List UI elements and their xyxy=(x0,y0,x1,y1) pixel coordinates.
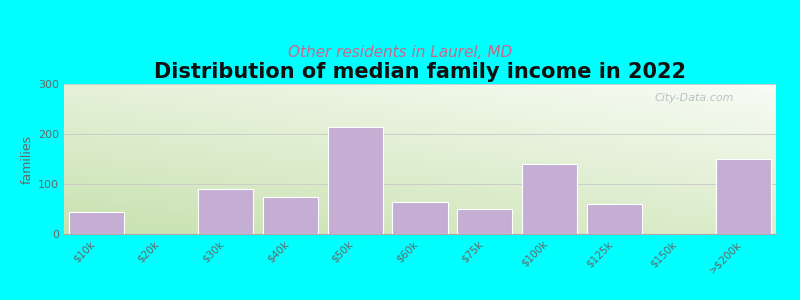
Text: Other residents in Laurel, MD: Other residents in Laurel, MD xyxy=(288,45,512,60)
Bar xyxy=(69,212,124,234)
Bar xyxy=(458,209,512,234)
Bar xyxy=(522,164,577,234)
Bar xyxy=(586,204,642,234)
Text: City-Data.com: City-Data.com xyxy=(655,93,734,103)
Bar xyxy=(393,202,447,234)
Bar xyxy=(198,189,254,234)
Y-axis label: families: families xyxy=(21,134,34,184)
Bar xyxy=(263,196,318,234)
Bar xyxy=(328,127,382,234)
Bar xyxy=(716,159,771,234)
Title: Distribution of median family income in 2022: Distribution of median family income in … xyxy=(154,62,686,82)
